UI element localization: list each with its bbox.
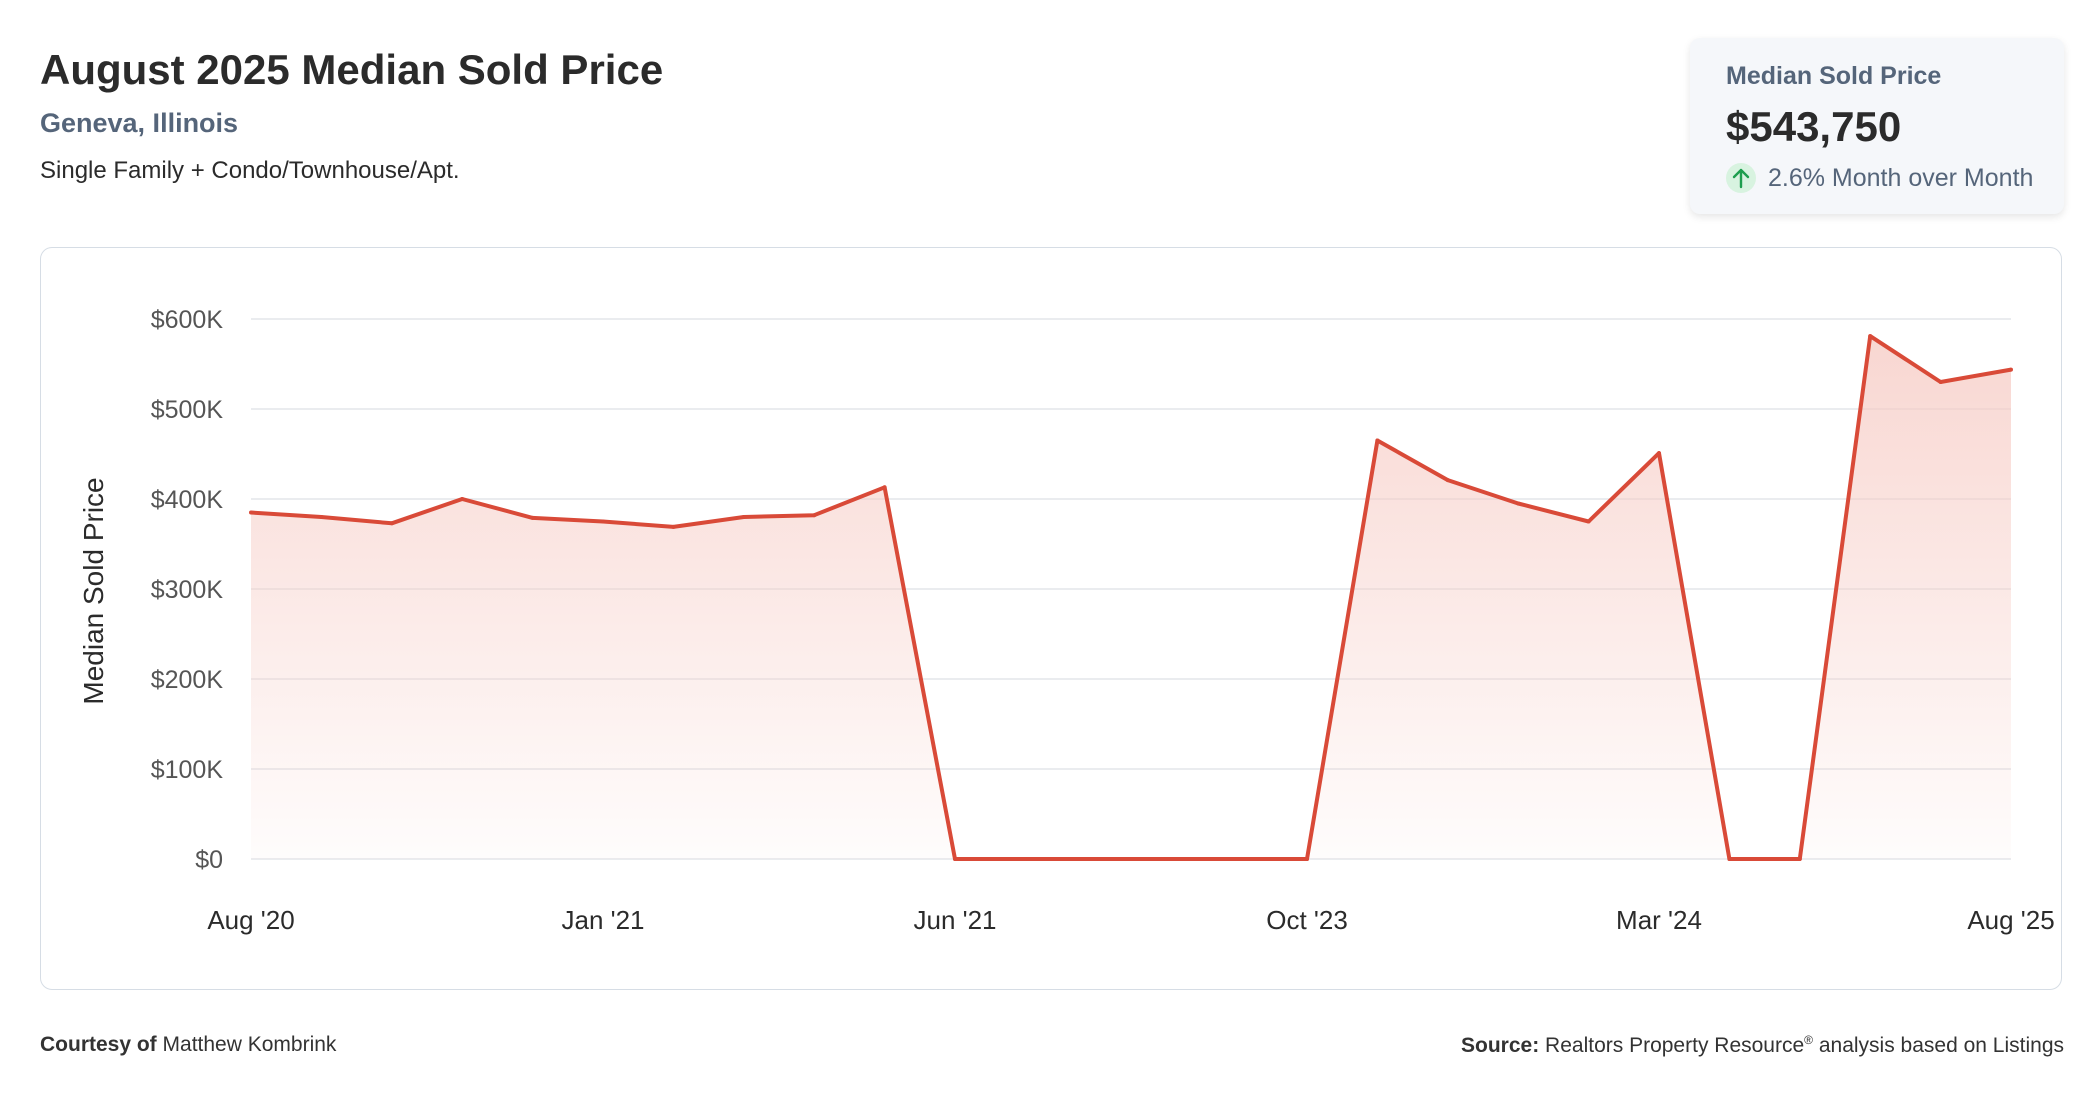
- data-point: [1093, 857, 1098, 861]
- data-point: [319, 515, 324, 519]
- data-point: [460, 497, 465, 501]
- courtesy-note: Courtesy of Matthew Kombrink: [40, 1033, 336, 1057]
- y-tick-label: $600K: [151, 306, 224, 334]
- arrow-up-icon: [1726, 163, 1756, 193]
- data-point: [1868, 334, 1873, 339]
- y-tick-label: $300K: [151, 576, 224, 604]
- data-point: [812, 513, 817, 518]
- data-point: [389, 521, 394, 526]
- source-suffix: analysis based on Listings: [1818, 1034, 2064, 1057]
- data-point: [1305, 857, 1309, 861]
- source-note: Source: Realtors Property Resource® anal…: [1461, 1033, 2064, 1058]
- data-point: [741, 515, 746, 519]
- x-tick-label: Jan '21: [561, 905, 644, 935]
- y-tick-label: $0: [195, 846, 223, 874]
- summary-change-text: 2.6% Month over Month: [1768, 163, 2034, 192]
- x-tick-label: Oct '23: [1266, 905, 1348, 935]
- y-axis-ticks: $0 $100K $200K $300K $400K $500K $600K: [151, 306, 224, 874]
- x-tick-label: Aug '25: [1967, 905, 2054, 935]
- summary-card: Median Sold Price $543,750 2.6% Month ov…: [1690, 38, 2064, 214]
- data-point: [530, 515, 535, 520]
- series-points: [249, 334, 2013, 861]
- location-label: Geneva, Illinois: [40, 108, 239, 138]
- data-point: [1938, 380, 1943, 384]
- data-point: [1234, 857, 1239, 861]
- data-point: [1797, 857, 1802, 861]
- data-point: [953, 857, 957, 861]
- y-tick-label: $400K: [151, 486, 224, 514]
- source-text: Realtors Property Resource: [1545, 1034, 1805, 1057]
- data-point: [1023, 857, 1028, 861]
- data-point: [249, 510, 253, 515]
- data-point: [1727, 857, 1732, 861]
- data-point: [671, 524, 676, 529]
- property-types-label: Single Family + Condo/Townhouse/Apt.: [40, 157, 460, 184]
- summary-label: Median Sold Price: [1726, 62, 1942, 90]
- courtesy-name: Matthew Kombrink: [162, 1033, 337, 1056]
- page-title: August 2025 Median Sold Price: [40, 46, 664, 93]
- median-price-chart: $0 $100K $200K $300K $400K $500K $600K Aug '20…: [78, 306, 2055, 935]
- courtesy-label: Courtesy of: [40, 1033, 157, 1056]
- y-tick-label: $100K: [151, 756, 224, 784]
- chart-frame: $0 $100K $200K $300K $400K $500K $600K Aug '20…: [40, 247, 2062, 990]
- data-point: [1586, 519, 1591, 524]
- y-tick-label: $500K: [151, 396, 224, 424]
- data-point: [601, 519, 605, 524]
- x-axis-ticks: Aug '20 Jan '21 Jun '21 Oct '23 Mar '24 Aug '…: [207, 905, 2054, 935]
- report-header: August 2025 Median Sold Price Geneva, Il…: [40, 44, 663, 185]
- series-area: [251, 336, 2011, 860]
- x-tick-label: Aug '20: [207, 905, 294, 935]
- data-point: [882, 485, 887, 490]
- summary-value: $543,750: [1726, 103, 1902, 150]
- y-tick-label: $200K: [151, 666, 224, 694]
- x-tick-label: Jun '21: [913, 905, 996, 935]
- data-point: [1164, 857, 1169, 861]
- data-point: [1375, 438, 1380, 443]
- series-line: [250, 334, 2012, 861]
- data-point: [1657, 451, 1661, 456]
- registered-mark: ®: [1804, 1033, 1813, 1047]
- y-axis-label: Median Sold Price: [78, 477, 109, 704]
- data-point: [1445, 478, 1450, 483]
- x-tick-label: Mar '24: [1616, 905, 1702, 935]
- data-point: [1516, 501, 1521, 506]
- summary-change: 2.6% Month over Month: [1726, 163, 2064, 193]
- source-label: Source:: [1461, 1034, 1540, 1057]
- data-point: [2009, 367, 2013, 372]
